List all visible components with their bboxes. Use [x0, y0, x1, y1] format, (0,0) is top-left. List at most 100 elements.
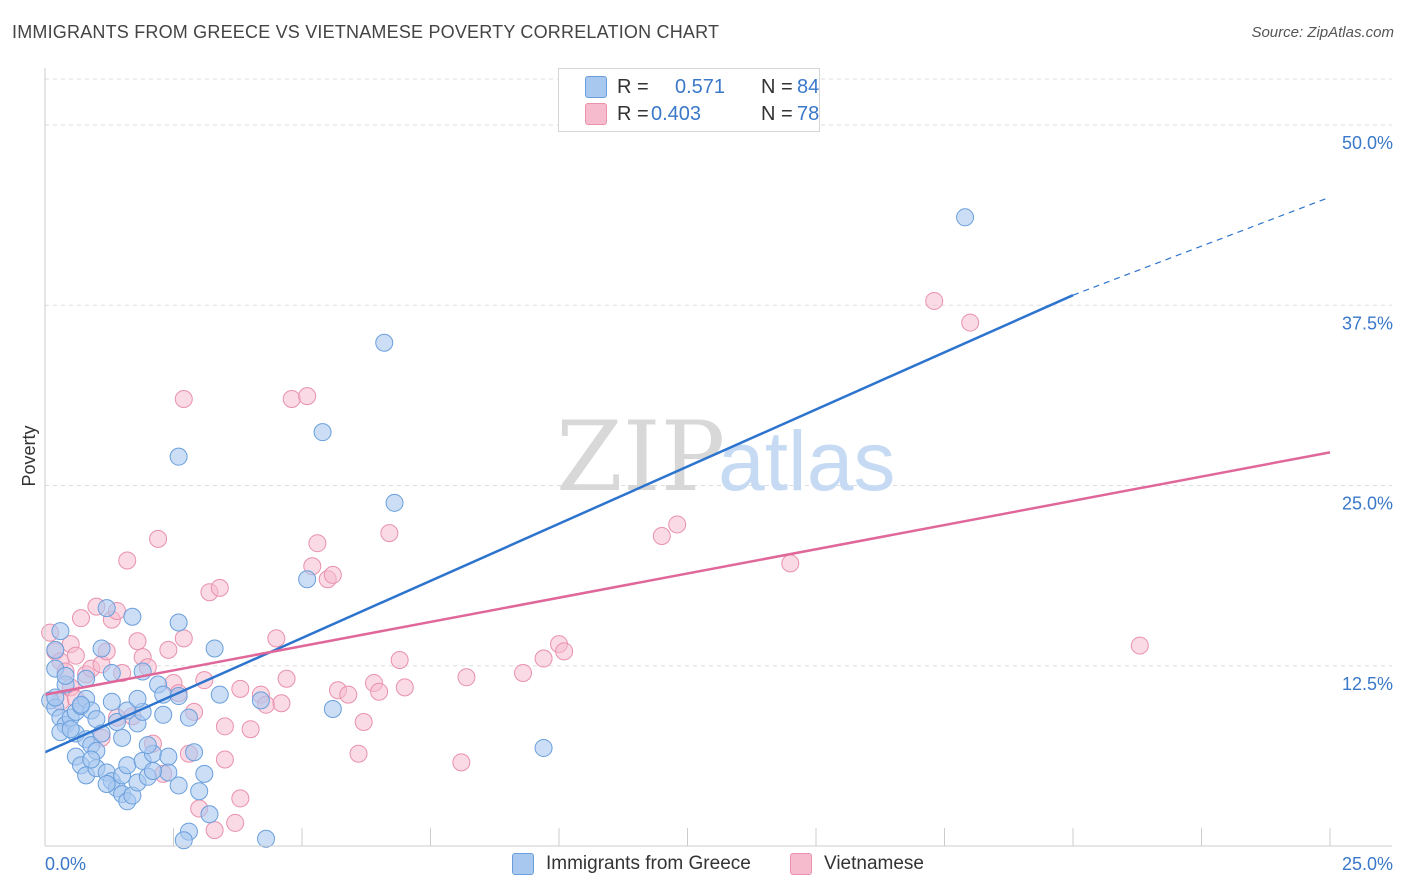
vietnamese-point [231, 679, 250, 698]
greece-point [323, 700, 342, 719]
correlation-legend: R = 0.571 N = 84 R = 0.403 N = 78 [558, 68, 820, 132]
vietnamese-point [390, 650, 409, 669]
greece-point [298, 570, 317, 589]
greece-point [97, 774, 116, 793]
vietnamese-point [174, 389, 193, 408]
greece-point [169, 613, 188, 632]
vietnamese-point [961, 313, 980, 332]
vietnamese-point [241, 720, 260, 739]
greece-point [257, 829, 276, 848]
x-tick-label: 0.0% [45, 854, 86, 874]
vietnamese-point [668, 515, 687, 534]
vietnamese-point [395, 678, 414, 697]
vietnamese-point [534, 649, 553, 668]
vietnamese-point [652, 526, 671, 545]
greece-trend-extension [1072, 196, 1331, 296]
legend-r-value: 0.571 [675, 75, 726, 98]
vietnamese-point [354, 712, 373, 731]
greece-point [82, 750, 101, 769]
vietnamese-point [457, 668, 476, 687]
y-tick-label: 50.0% [1342, 133, 1393, 153]
greece-point [118, 756, 137, 775]
vietnamese-point [277, 669, 296, 688]
greece-point [61, 720, 80, 739]
greece-point [185, 743, 204, 762]
grid-lines [45, 78, 1392, 667]
greece-point [102, 663, 121, 682]
vietnamese-point [215, 717, 234, 736]
vietnamese-point [781, 554, 800, 573]
vietnamese-point [226, 813, 245, 832]
vietnamese-point [205, 821, 224, 840]
legend-label-vietnamese: Vietnamese [824, 853, 924, 874]
greece-point [123, 607, 142, 626]
greece-point [195, 764, 214, 783]
greece-point [174, 831, 193, 850]
vietnamese-point [149, 529, 168, 548]
vietnamese-point [215, 750, 234, 769]
greece-point [169, 776, 188, 795]
vietnamese-point [514, 663, 533, 682]
vietnamese-point [66, 646, 85, 665]
greece-point [113, 728, 132, 747]
greece-point [97, 599, 116, 618]
legend-r-value: 0.403 [651, 102, 702, 125]
vietnamese-point [555, 642, 574, 661]
legend-swatch-vietnamese [585, 103, 607, 125]
vietnamese-point [298, 387, 317, 406]
vietnamese-point [272, 694, 291, 713]
greece-point [956, 208, 975, 227]
vietnamese-point [71, 609, 90, 628]
vietnamese-point [174, 629, 193, 648]
vietnamese-point [1130, 636, 1149, 655]
greece-point [251, 691, 270, 710]
greece-point [169, 447, 188, 466]
legend-swatch-greece [585, 76, 607, 98]
greece-point [102, 692, 121, 711]
legend-r-label: R = [617, 75, 649, 98]
vietnamese-point [339, 685, 358, 704]
greece-point [128, 689, 147, 708]
greece-point [138, 736, 157, 755]
vietnamese-point [267, 629, 286, 648]
x-tick-label: 25.0% [1342, 854, 1393, 874]
chart-title: IMMIGRANTS FROM GREECE VS VIETNAMESE POV… [12, 22, 720, 42]
greece-point [143, 762, 162, 781]
vietnamese-point [323, 565, 342, 584]
greece-point [375, 333, 394, 352]
greece-point [71, 695, 90, 714]
greece-point [210, 685, 229, 704]
tick-labels: 12.5% 25.0% 37.5% 50.0% 0.0% 25.0% [45, 133, 1393, 874]
greece-trend-line [44, 294, 1074, 754]
axes [44, 68, 1392, 847]
greece-point [159, 747, 178, 766]
vietnamese-point [452, 753, 471, 772]
greece-points [41, 208, 975, 850]
vietnamese-point [231, 789, 250, 808]
vietnamese-point [118, 551, 137, 570]
vietnamese-point [349, 744, 368, 763]
vietnamese-point [308, 534, 327, 553]
watermark-atlas: atlas [718, 414, 895, 508]
vietnamese-point [925, 291, 944, 310]
vietnamese-point [380, 524, 399, 543]
greece-point [385, 493, 404, 512]
greece-point [179, 708, 198, 727]
trend-lines [44, 196, 1331, 754]
legend-n-label: N = [761, 102, 793, 125]
legend-swatch-vietnamese [790, 853, 812, 875]
greece-point [200, 805, 219, 824]
legend-r-label: R = [617, 102, 649, 125]
greece-point [190, 782, 209, 801]
legend-n-value: 84 [797, 75, 820, 98]
legend-swatch-greece [512, 853, 534, 875]
legend-n-value: 78 [797, 102, 820, 125]
vietnamese-point [282, 389, 301, 408]
source-label: Source: ZipAtlas.com [1251, 24, 1394, 41]
greece-point [92, 639, 111, 658]
vietnamese-points [41, 291, 1149, 840]
vietnamese-trend-line [44, 451, 1331, 696]
legend-item-greece: Immigrants from Greece [512, 851, 751, 877]
greece-point [534, 738, 553, 757]
